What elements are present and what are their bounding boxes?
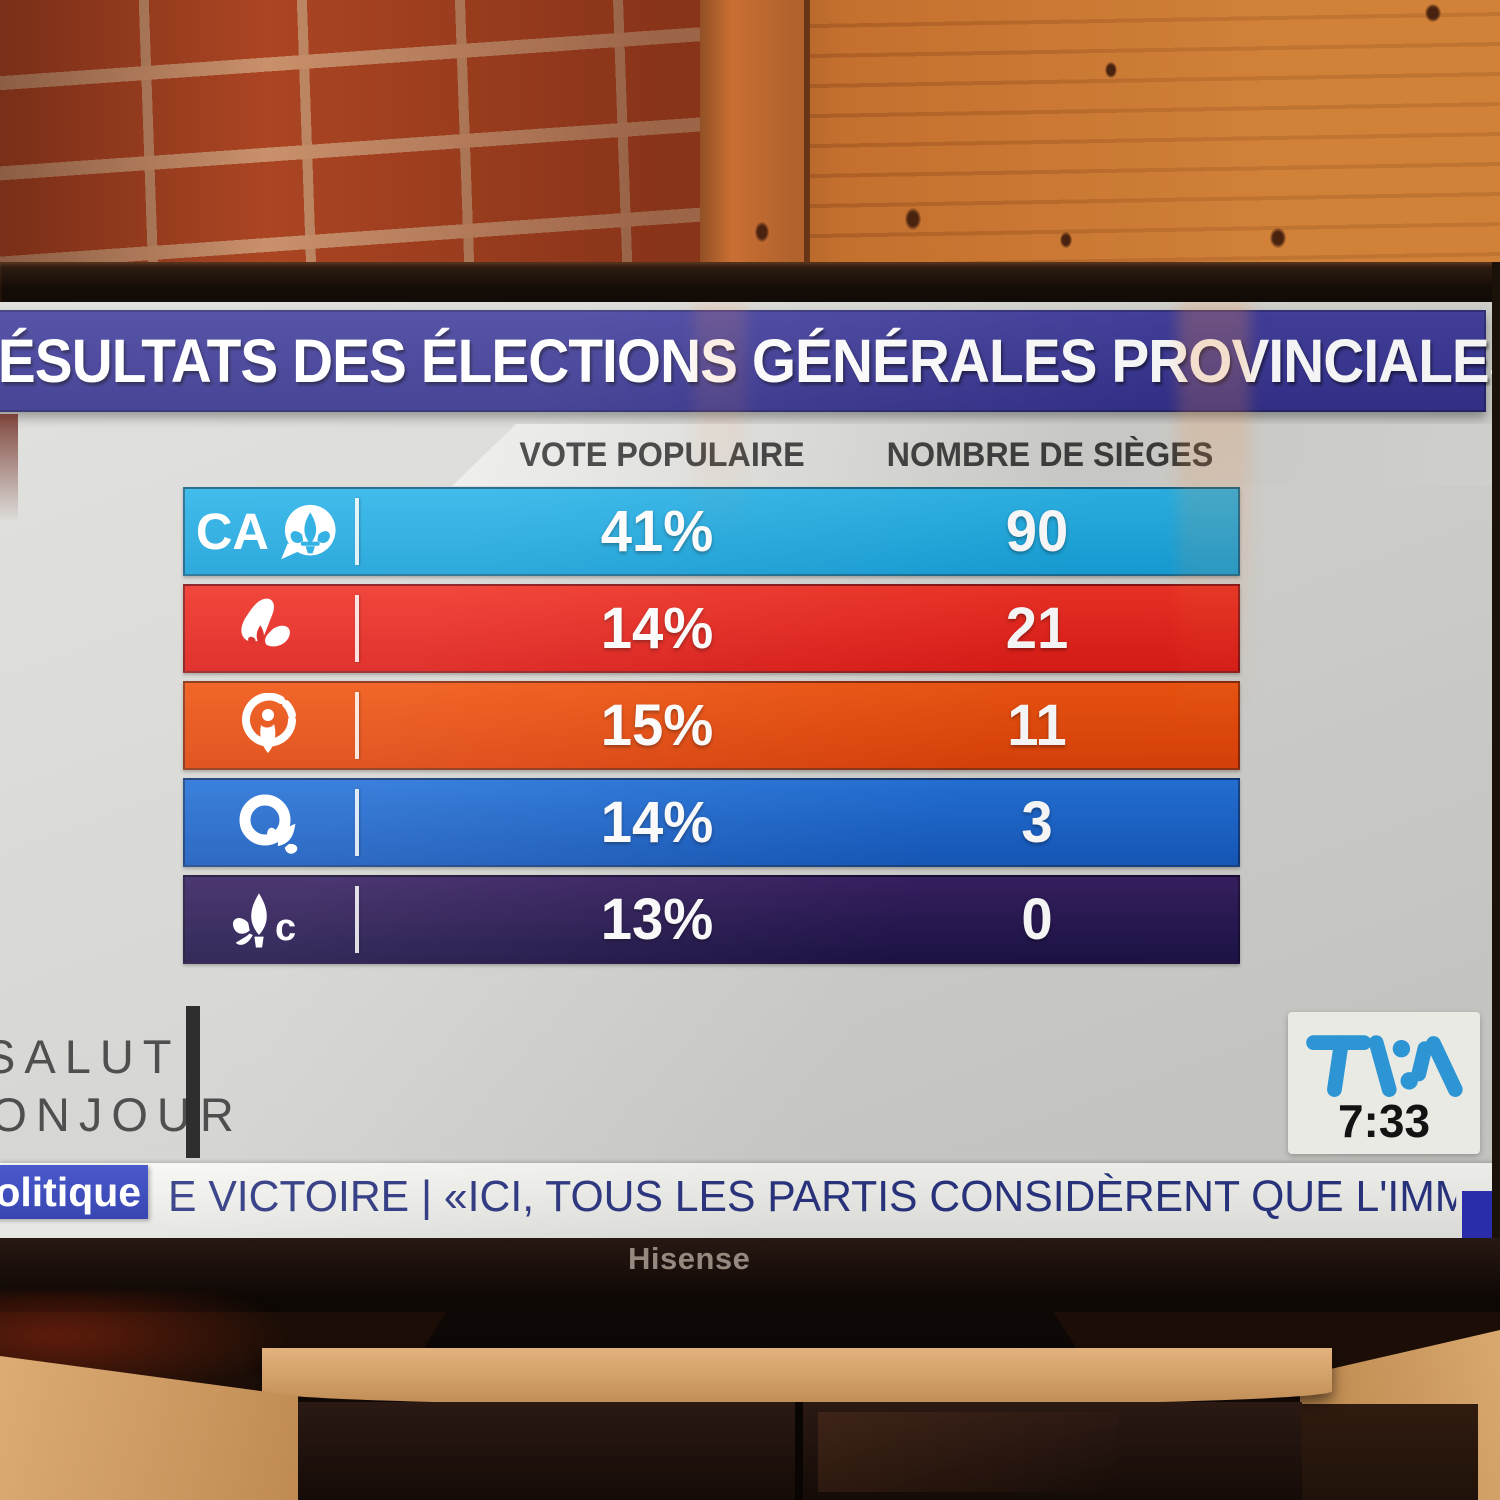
cabinet-door-split xyxy=(795,1402,803,1500)
tva-logo-icon xyxy=(1306,1035,1463,1097)
svg-text:CA: CA xyxy=(196,502,269,559)
pq-logo-icon xyxy=(239,794,298,854)
column-header-band xyxy=(452,424,1492,486)
row-divider xyxy=(355,498,359,565)
row-divider xyxy=(355,886,359,953)
wood-knot xyxy=(755,222,769,242)
stand-right-cabinet xyxy=(1300,1404,1478,1500)
wood-knot xyxy=(1270,228,1286,248)
row-divider xyxy=(355,595,359,662)
popular-vote-value: 13% xyxy=(600,887,714,952)
tv-brand: Hisense xyxy=(628,1241,751,1276)
seat-count-value: 11 xyxy=(1007,693,1067,758)
news-ticker: E VICTOIRE | «ICI, TOUS LES PARTIS CONSI… xyxy=(0,1163,1492,1238)
ticker-category-badge: Politique xyxy=(0,1165,148,1219)
party-row-plq: 14% 21 xyxy=(183,584,1240,673)
seat-count-value: 3 xyxy=(1021,790,1053,855)
popular-vote-value: 15% xyxy=(600,693,714,758)
wood-knot xyxy=(1060,232,1072,248)
screen-glare xyxy=(1178,302,1250,732)
show-logo-bar xyxy=(186,1006,200,1158)
popular-vote-value: 14% xyxy=(600,596,714,661)
row-divider xyxy=(355,692,359,759)
tv-pedestal xyxy=(420,1312,1080,1354)
party-row-qs: 15% 11 xyxy=(183,681,1240,770)
pcq-logo-icon: c xyxy=(232,892,296,949)
ticker-category-label: Politique xyxy=(0,1168,142,1215)
column-header-popular-vote: VOTE POPULAIRE xyxy=(519,436,805,474)
wood-knot xyxy=(1105,62,1117,78)
headline-bar: RÉSULTATS DES ÉLECTIONS GÉNÉRALES PROVIN… xyxy=(0,310,1492,412)
party-row-caq: CA 41% 90 xyxy=(183,487,1240,576)
ticker-text: E VICTOIRE | «ICI, TOUS LES PARTIS CONSI… xyxy=(168,1172,1456,1221)
tv-stand xyxy=(0,1292,1500,1500)
wood-knot xyxy=(905,208,921,230)
screen-glare xyxy=(694,302,746,542)
popular-vote-value: 14% xyxy=(600,790,714,855)
party-row-pq: 14% 3 xyxy=(183,778,1240,867)
popular-vote-value: 41% xyxy=(600,499,714,564)
tva-bug: 7:33 xyxy=(1288,1012,1480,1154)
wood-knot xyxy=(1425,4,1441,22)
party-row-pcq: c 13% 0 xyxy=(183,875,1240,964)
show-logo-line2: BONJOUR xyxy=(0,1088,243,1141)
results-table: CA 41% 90 14% 21 15% xyxy=(183,487,1240,972)
cabinet-door-sheen xyxy=(818,1412,1118,1492)
svg-text:c: c xyxy=(275,907,296,949)
tv-bezel-top xyxy=(0,262,1500,302)
stand-shelf xyxy=(262,1348,1332,1406)
tv-screen: RÉSULTATS DES ÉLECTIONS GÉNÉRALES PROVIN… xyxy=(0,302,1492,1238)
caq-logo-icon: CA xyxy=(196,502,336,559)
seat-count-value: 21 xyxy=(1005,596,1069,661)
stand-cabinet xyxy=(298,1402,1302,1500)
plq-logo-icon xyxy=(241,598,290,646)
wood-post xyxy=(700,0,810,268)
ticker-end-box xyxy=(1462,1191,1492,1238)
headline-text: RÉSULTATS DES ÉLECTIONS GÉNÉRALES PROVIN… xyxy=(0,327,1492,395)
clock: 7:33 xyxy=(1337,1095,1431,1147)
seat-count-value: 90 xyxy=(1005,499,1069,564)
tv-bezel-right xyxy=(1492,262,1500,1314)
show-logo: SALUT BONJOUR xyxy=(0,1028,243,1144)
brick-wall xyxy=(0,0,700,268)
column-header-seats: NOMBRE DE SIÈGES xyxy=(886,436,1214,474)
row-divider xyxy=(355,789,359,856)
screen-edge-reflection xyxy=(0,414,18,522)
wood-wall xyxy=(700,0,1500,268)
qs-logo-icon xyxy=(242,692,296,753)
seat-count-value: 0 xyxy=(1021,887,1053,952)
show-logo-line1: SALUT xyxy=(0,1030,181,1083)
